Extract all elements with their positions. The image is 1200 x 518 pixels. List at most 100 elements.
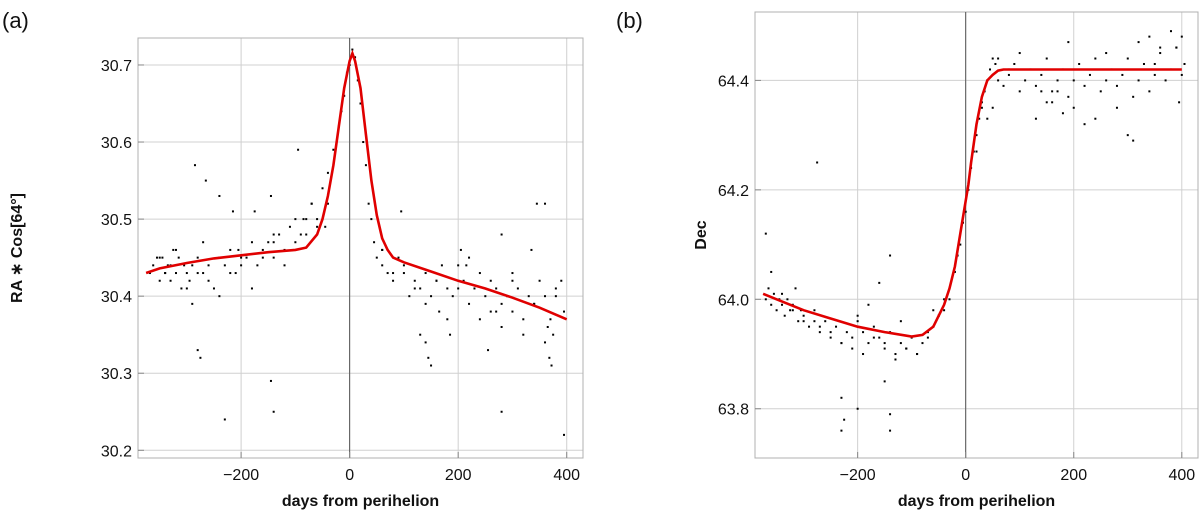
data-point bbox=[459, 248, 462, 251]
data-point bbox=[367, 202, 370, 205]
data-point bbox=[533, 302, 536, 305]
data-point bbox=[789, 309, 792, 312]
data-point bbox=[223, 418, 226, 421]
data-point bbox=[451, 295, 454, 298]
data-point bbox=[326, 171, 329, 174]
data-point bbox=[1175, 46, 1178, 49]
data-point bbox=[905, 347, 908, 350]
data-point bbox=[294, 241, 297, 244]
data-point bbox=[1132, 139, 1135, 142]
data-point bbox=[202, 241, 205, 244]
data-point bbox=[1072, 79, 1075, 82]
data-point bbox=[362, 141, 365, 144]
data-point bbox=[883, 380, 886, 383]
data-point bbox=[435, 279, 438, 282]
data-point bbox=[883, 347, 886, 350]
x-tick-label: 0 bbox=[961, 467, 970, 484]
data-point bbox=[975, 150, 978, 153]
data-point bbox=[302, 218, 305, 221]
data-point bbox=[840, 396, 843, 399]
data-point bbox=[1094, 117, 1097, 120]
data-point bbox=[872, 325, 875, 328]
data-point bbox=[899, 342, 902, 345]
data-point bbox=[986, 117, 989, 120]
data-point bbox=[544, 341, 547, 344]
data-point bbox=[824, 320, 827, 323]
data-point bbox=[851, 347, 854, 350]
data-point bbox=[926, 336, 929, 339]
data-point bbox=[297, 148, 300, 151]
data-point bbox=[840, 342, 843, 345]
data-point bbox=[234, 272, 237, 275]
data-point bbox=[196, 349, 199, 352]
data-point bbox=[326, 202, 329, 205]
data-point bbox=[840, 429, 843, 432]
data-point bbox=[402, 264, 405, 267]
data-point bbox=[430, 295, 433, 298]
data-point bbox=[392, 279, 395, 282]
data-point bbox=[413, 287, 416, 290]
panel-label: (b) bbox=[616, 8, 643, 33]
data-point bbox=[818, 331, 821, 334]
data-point bbox=[457, 287, 460, 290]
data-point bbox=[862, 353, 865, 356]
data-point bbox=[964, 210, 967, 213]
data-point bbox=[332, 148, 335, 151]
data-point bbox=[554, 287, 557, 290]
data-point bbox=[1132, 95, 1135, 98]
data-point bbox=[218, 194, 221, 197]
scatter-points bbox=[148, 48, 566, 436]
data-point bbox=[373, 241, 376, 244]
data-point bbox=[196, 256, 199, 259]
data-point bbox=[310, 202, 313, 205]
data-point bbox=[272, 410, 275, 413]
data-point bbox=[1126, 57, 1129, 60]
data-point bbox=[272, 241, 275, 244]
data-point bbox=[511, 310, 514, 313]
y-tick-label: 64.4 bbox=[718, 73, 749, 90]
data-point bbox=[813, 320, 816, 323]
data-point bbox=[180, 287, 183, 290]
data-point bbox=[1018, 52, 1021, 55]
data-point bbox=[872, 336, 875, 339]
data-point bbox=[218, 295, 221, 298]
data-point bbox=[267, 241, 270, 244]
data-point bbox=[1137, 41, 1140, 44]
data-point bbox=[478, 318, 481, 321]
data-point bbox=[207, 279, 210, 282]
panel-a-chart: −200 0 200 400 30.2 30.3 30.4 30.5 30.6 30.7 days … bbox=[2, 8, 584, 510]
data-point bbox=[462, 279, 465, 282]
data-point bbox=[932, 309, 935, 312]
data-point bbox=[402, 272, 405, 275]
data-point bbox=[177, 256, 180, 259]
data-point bbox=[430, 364, 433, 367]
data-point bbox=[446, 287, 449, 290]
data-point bbox=[158, 256, 161, 259]
data-point bbox=[511, 279, 514, 282]
data-point bbox=[261, 248, 264, 251]
data-point bbox=[272, 233, 275, 236]
x-tick-label: −200 bbox=[223, 467, 259, 484]
data-point bbox=[1180, 35, 1183, 38]
data-point bbox=[781, 292, 784, 295]
data-point bbox=[764, 232, 767, 235]
data-point bbox=[1056, 90, 1059, 93]
data-point bbox=[489, 310, 492, 313]
data-point bbox=[1051, 101, 1054, 104]
data-point bbox=[1045, 101, 1048, 104]
data-point bbox=[563, 433, 566, 436]
y-tick-label: 64.0 bbox=[718, 292, 749, 309]
data-point bbox=[916, 353, 919, 356]
x-tick-label: 400 bbox=[1168, 467, 1195, 484]
data-point bbox=[1072, 106, 1075, 109]
data-point bbox=[299, 233, 302, 236]
data-point bbox=[185, 287, 188, 290]
data-point bbox=[392, 272, 395, 275]
x-tick-label: 0 bbox=[345, 467, 354, 484]
data-point bbox=[1067, 41, 1070, 44]
data-point bbox=[172, 248, 175, 251]
data-point bbox=[207, 264, 210, 267]
data-point bbox=[231, 210, 234, 213]
x-tick-label: 200 bbox=[445, 467, 472, 484]
data-point bbox=[781, 303, 784, 306]
